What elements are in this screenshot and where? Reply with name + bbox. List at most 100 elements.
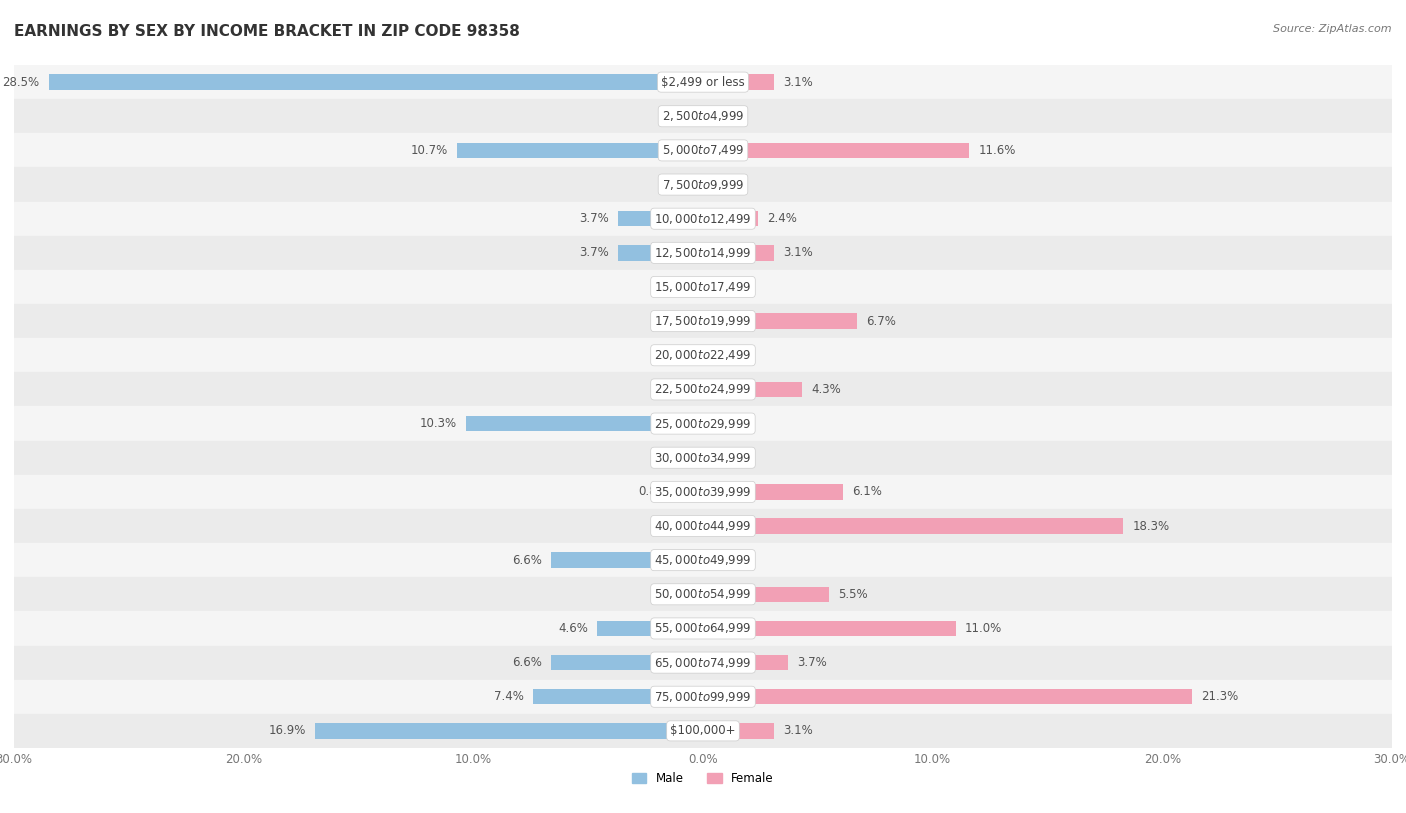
- Text: 6.7%: 6.7%: [866, 315, 896, 328]
- Bar: [703, 621, 956, 636]
- Text: $17,500 to $19,999: $17,500 to $19,999: [654, 314, 752, 328]
- Bar: [14, 441, 1392, 475]
- Text: 11.0%: 11.0%: [965, 622, 1002, 635]
- Bar: [703, 519, 1123, 533]
- Bar: [14, 65, 1392, 99]
- Text: 0.0%: 0.0%: [713, 178, 742, 191]
- Bar: [467, 416, 703, 431]
- Bar: [14, 406, 1392, 441]
- Bar: [619, 211, 703, 226]
- Text: 0.0%: 0.0%: [713, 451, 742, 464]
- Bar: [703, 655, 787, 670]
- Text: $50,000 to $54,999: $50,000 to $54,999: [654, 587, 752, 602]
- Text: 0.83%: 0.83%: [638, 485, 675, 498]
- Bar: [14, 202, 1392, 236]
- Text: 3.1%: 3.1%: [783, 246, 813, 259]
- Text: 0.0%: 0.0%: [713, 554, 742, 567]
- Bar: [14, 680, 1392, 714]
- Bar: [703, 75, 775, 89]
- Bar: [14, 372, 1392, 406]
- Text: 0.0%: 0.0%: [664, 588, 693, 601]
- Text: 0.0%: 0.0%: [664, 280, 693, 293]
- Text: $7,500 to $9,999: $7,500 to $9,999: [662, 177, 744, 192]
- Text: 0.0%: 0.0%: [664, 383, 693, 396]
- Bar: [551, 655, 703, 670]
- Text: 10.7%: 10.7%: [411, 144, 449, 157]
- Text: $20,000 to $22,499: $20,000 to $22,499: [654, 348, 752, 363]
- Bar: [457, 143, 703, 158]
- Text: $30,000 to $34,999: $30,000 to $34,999: [654, 450, 752, 465]
- Text: 0.0%: 0.0%: [713, 349, 742, 362]
- Bar: [703, 587, 830, 602]
- Bar: [14, 99, 1392, 133]
- Bar: [14, 577, 1392, 611]
- Text: 0.0%: 0.0%: [664, 520, 693, 533]
- Text: $65,000 to $74,999: $65,000 to $74,999: [654, 655, 752, 670]
- Text: 2.4%: 2.4%: [768, 212, 797, 225]
- Bar: [703, 143, 969, 158]
- Text: 4.6%: 4.6%: [558, 622, 588, 635]
- Text: 0.0%: 0.0%: [664, 349, 693, 362]
- Text: 0.0%: 0.0%: [664, 178, 693, 191]
- Bar: [703, 689, 1192, 704]
- Text: 3.1%: 3.1%: [783, 724, 813, 737]
- Bar: [14, 509, 1392, 543]
- Text: 28.5%: 28.5%: [3, 76, 39, 89]
- Text: $25,000 to $29,999: $25,000 to $29,999: [654, 416, 752, 431]
- Text: $10,000 to $12,499: $10,000 to $12,499: [654, 211, 752, 226]
- Bar: [703, 211, 758, 226]
- Text: $12,500 to $14,999: $12,500 to $14,999: [654, 246, 752, 260]
- Text: 6.1%: 6.1%: [852, 485, 882, 498]
- Text: EARNINGS BY SEX BY INCOME BRACKET IN ZIP CODE 98358: EARNINGS BY SEX BY INCOME BRACKET IN ZIP…: [14, 24, 520, 39]
- Text: 6.6%: 6.6%: [512, 656, 543, 669]
- Text: 0.0%: 0.0%: [713, 280, 742, 293]
- Bar: [14, 338, 1392, 372]
- Text: $100,000+: $100,000+: [671, 724, 735, 737]
- Bar: [683, 485, 703, 499]
- Text: 0.0%: 0.0%: [713, 110, 742, 123]
- Bar: [14, 270, 1392, 304]
- Bar: [14, 167, 1392, 202]
- Bar: [14, 304, 1392, 338]
- Text: 6.6%: 6.6%: [512, 554, 543, 567]
- Text: 5.5%: 5.5%: [838, 588, 868, 601]
- Bar: [14, 611, 1392, 646]
- Text: $2,499 or less: $2,499 or less: [661, 76, 745, 89]
- Text: 3.7%: 3.7%: [579, 246, 609, 259]
- Text: 16.9%: 16.9%: [269, 724, 305, 737]
- Text: $22,500 to $24,999: $22,500 to $24,999: [654, 382, 752, 397]
- Text: 0.0%: 0.0%: [664, 451, 693, 464]
- Bar: [703, 314, 856, 328]
- Text: Source: ZipAtlas.com: Source: ZipAtlas.com: [1274, 24, 1392, 34]
- Text: $45,000 to $49,999: $45,000 to $49,999: [654, 553, 752, 567]
- Text: $75,000 to $99,999: $75,000 to $99,999: [654, 689, 752, 704]
- Bar: [703, 246, 775, 260]
- Text: 3.7%: 3.7%: [579, 212, 609, 225]
- Bar: [703, 382, 801, 397]
- Text: $5,000 to $7,499: $5,000 to $7,499: [662, 143, 744, 158]
- Text: 3.7%: 3.7%: [797, 656, 827, 669]
- Text: 7.4%: 7.4%: [494, 690, 524, 703]
- Bar: [619, 246, 703, 260]
- Bar: [48, 75, 703, 89]
- Text: $55,000 to $64,999: $55,000 to $64,999: [654, 621, 752, 636]
- Text: 18.3%: 18.3%: [1132, 520, 1170, 533]
- Bar: [14, 714, 1392, 748]
- Bar: [315, 724, 703, 738]
- Text: 21.3%: 21.3%: [1201, 690, 1239, 703]
- Bar: [703, 485, 844, 499]
- Text: 0.0%: 0.0%: [713, 417, 742, 430]
- Text: 0.0%: 0.0%: [664, 110, 693, 123]
- Text: 10.3%: 10.3%: [420, 417, 457, 430]
- Text: $40,000 to $44,999: $40,000 to $44,999: [654, 519, 752, 533]
- Text: $15,000 to $17,499: $15,000 to $17,499: [654, 280, 752, 294]
- Bar: [533, 689, 703, 704]
- Bar: [598, 621, 703, 636]
- Text: 0.0%: 0.0%: [664, 315, 693, 328]
- Legend: Male, Female: Male, Female: [627, 767, 779, 790]
- Bar: [551, 553, 703, 567]
- Text: 4.3%: 4.3%: [811, 383, 841, 396]
- Text: $35,000 to $39,999: $35,000 to $39,999: [654, 485, 752, 499]
- Bar: [14, 133, 1392, 167]
- Text: 3.1%: 3.1%: [783, 76, 813, 89]
